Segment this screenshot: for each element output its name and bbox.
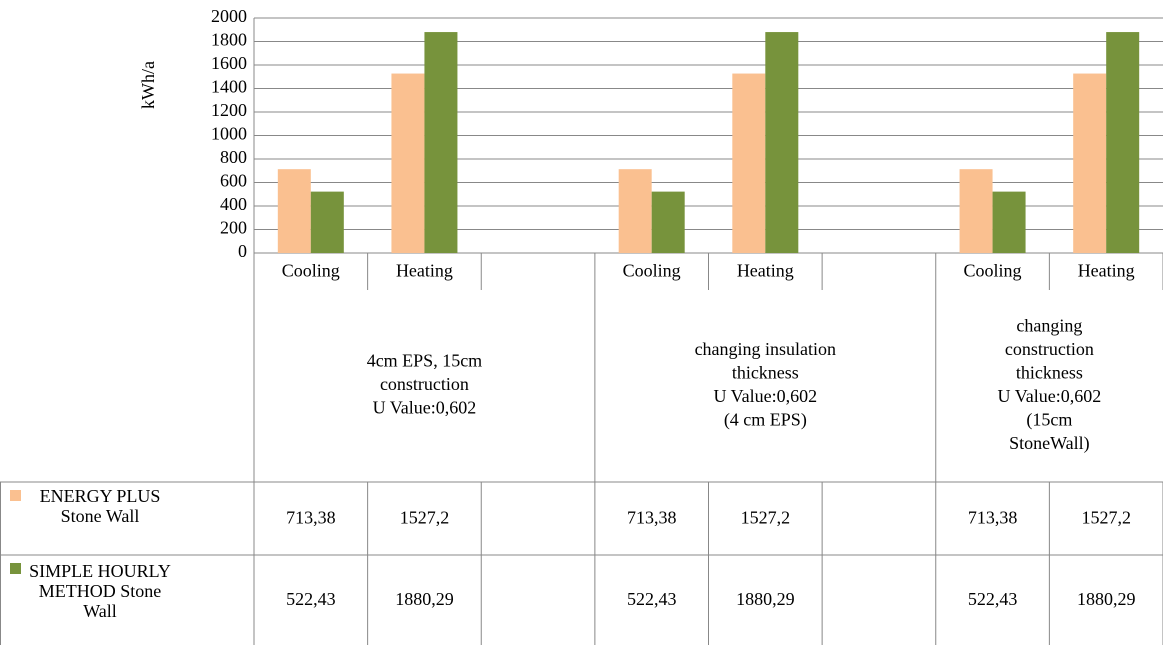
data-label: 713,38 [968,508,1018,528]
bar [959,169,993,253]
bar [391,73,425,253]
legend-label: ENERGY PLUS Stone Wall [39,486,161,526]
y-tick-label: 600 [220,171,247,191]
bar [1106,32,1140,254]
x-tick-label: Heating [1078,261,1135,281]
data-label: 1880,29 [1077,589,1136,609]
group-label: changing insulation [695,339,836,359]
y-tick-label: 1400 [211,77,247,97]
group-label: construction [1005,339,1094,359]
legend-label: SIMPLE HOURLY METHOD Stone Wall [29,561,171,621]
y-tick-label: 2000 [211,6,247,26]
x-tick-label: Cooling [282,261,340,281]
bar [277,169,311,253]
data-label: 1527,2 [1081,508,1131,528]
y-tick-label: 1800 [211,30,247,50]
bar [424,32,458,254]
group-label: thickness [1016,362,1083,382]
data-label: 522,43 [627,589,677,609]
bar [618,169,652,253]
group-label: construction [380,374,469,394]
data-label: 713,38 [627,508,677,528]
group-label: (4 cm EPS) [724,409,807,430]
y-tick-label: 1200 [211,100,247,120]
legend-swatch [10,490,21,501]
data-label: 522,43 [968,589,1018,609]
group-label: thickness [732,362,799,382]
bar [310,191,344,253]
x-tick-label: Cooling [964,261,1022,281]
group-label: 4cm EPS, 15cm [367,351,483,371]
y-tick-label: 200 [220,218,247,238]
data-label: 1527,2 [400,508,450,528]
bar [651,191,685,253]
group-label: changing [1016,315,1082,335]
y-tick-label: 0 [238,241,247,261]
y-axis-title: kWh/a [138,61,158,109]
y-tick-label: 400 [220,194,247,214]
group-label: U Value:0,602 [713,386,817,406]
legend-swatch [10,563,21,574]
data-label: 1880,29 [736,589,795,609]
data-label: 1527,2 [741,508,791,528]
bar [732,73,766,253]
y-tick-label: 1600 [211,53,247,73]
data-label: 713,38 [286,508,336,528]
data-label: 1880,29 [395,589,454,609]
group-label: U Value:0,602 [373,398,477,418]
group-label: (15cm [1026,409,1072,430]
group-label: StoneWall) [1009,433,1090,454]
bar [992,191,1026,253]
bar [1073,73,1107,253]
bar [765,32,799,254]
x-tick-label: Heating [396,261,453,281]
y-tick-label: 800 [220,147,247,167]
x-tick-label: Heating [737,261,794,281]
group-label: U Value:0,602 [998,386,1102,406]
y-tick-label: 1000 [211,124,247,144]
x-tick-label: Cooling [623,261,681,281]
data-label: 522,43 [286,589,336,609]
